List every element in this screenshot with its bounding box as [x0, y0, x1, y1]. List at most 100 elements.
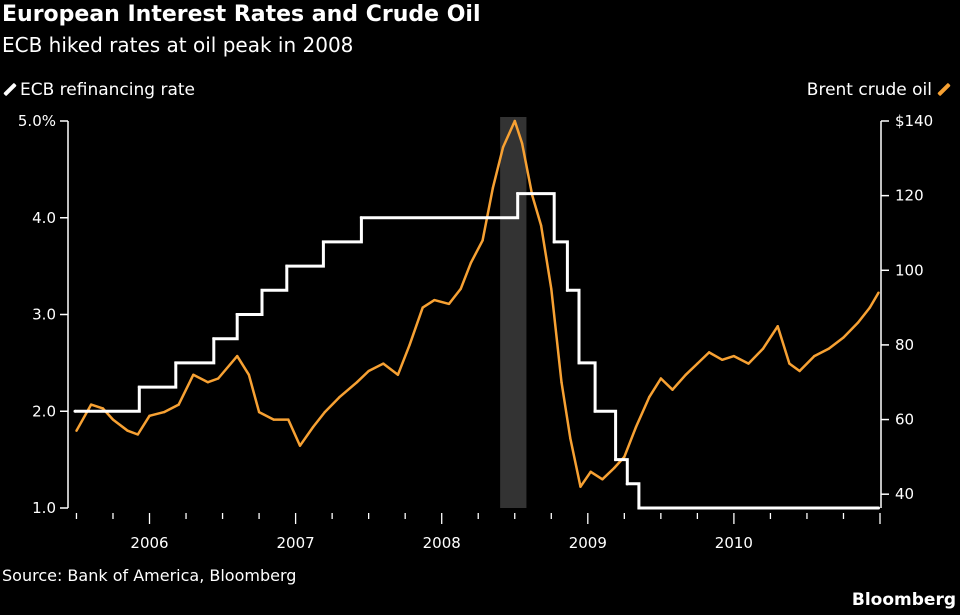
ecb-data-point — [260, 288, 264, 292]
brent-data-point — [671, 388, 674, 391]
brent-data-point — [501, 145, 505, 149]
right-axis-tick-label: $140 — [895, 112, 933, 130]
brent-data-point — [684, 373, 687, 376]
x-axis-tick-label: 2008 — [423, 534, 461, 552]
right-axis-tick-label: 120 — [895, 187, 924, 205]
brent-data-point — [601, 478, 604, 481]
brent-data-point — [788, 362, 791, 365]
brent-data-point — [382, 362, 385, 365]
brent-data-point — [272, 418, 275, 421]
brent-data-point — [433, 298, 436, 302]
brent-data-point — [216, 377, 220, 380]
brent-data-point — [367, 369, 370, 373]
brent-data-point — [298, 444, 302, 447]
brent-data-point — [623, 455, 626, 459]
left-axis-tick-label: 2.0 — [32, 402, 56, 420]
brent-data-point — [206, 381, 210, 384]
ecb-data-point — [137, 385, 141, 389]
brent-data-point — [776, 325, 779, 328]
brent-data-point — [323, 410, 327, 414]
ecb-rate-step-line — [75, 192, 879, 510]
ecb-data-point — [877, 506, 881, 510]
brent-data-point — [192, 373, 195, 376]
chart-title: European Interest Rates and Crude Oil — [2, 2, 481, 27]
ecb-data-point — [285, 264, 289, 268]
brent-data-point — [396, 373, 400, 376]
brent-data-point — [868, 306, 871, 309]
brent-data-point — [707, 351, 711, 354]
brent-data-point — [447, 302, 451, 306]
brent-data-point — [469, 261, 473, 265]
brent-data-point — [247, 373, 251, 376]
x-axis-tick-label: 2006 — [130, 534, 168, 552]
ecb-data-point — [637, 506, 641, 510]
ecb-data-point — [321, 240, 325, 244]
left-axis-tick-label: 4.0 — [32, 209, 56, 227]
brent-data-point — [877, 291, 880, 294]
ecb-data-point — [235, 313, 239, 316]
brent-data-point — [421, 306, 424, 309]
brent-data-point — [647, 395, 651, 399]
brent-data-point — [696, 362, 699, 365]
legend-label-brent: Brent crude oil — [806, 80, 932, 100]
brent-data-point — [634, 425, 638, 429]
ecb-data-point — [593, 409, 597, 413]
brent-data-point — [481, 239, 484, 242]
ecb-data-point — [614, 458, 618, 462]
brent-data-point — [579, 485, 582, 488]
ecb-data-point — [552, 240, 556, 244]
brent-data-point — [311, 425, 315, 429]
brent-data-point — [520, 142, 524, 145]
x-axis-tick-label: 2009 — [569, 534, 607, 552]
right-axis-tick-label: 60 — [895, 411, 914, 429]
brent-data-point — [408, 343, 411, 347]
right-axis-tick-label: 80 — [895, 336, 914, 354]
brent-data-point — [491, 186, 495, 190]
brand-logo: Bloomberg — [851, 590, 956, 610]
brent-data-point — [539, 224, 543, 227]
brent-data-point — [136, 433, 140, 436]
ecb-data-point — [565, 288, 569, 292]
ecb-data-point — [212, 337, 216, 341]
brent-data-point — [513, 119, 516, 123]
brent-data-point — [162, 410, 166, 414]
source-note: Source: Bank of America, Bloomberg — [2, 566, 297, 585]
ecb-data-point — [73, 409, 77, 413]
brent-data-point — [732, 354, 736, 358]
brent-data-point — [659, 377, 663, 380]
brent-data-point — [798, 369, 801, 373]
brent-data-point — [111, 418, 115, 421]
brent-data-point — [338, 395, 341, 399]
brent-data-point — [550, 287, 553, 291]
brent-data-point — [148, 414, 151, 418]
left-axis-tick-label: 1.0 — [32, 499, 56, 517]
brent-data-point — [569, 437, 572, 440]
brent-crude-line — [75, 119, 880, 488]
brent-data-point — [75, 429, 78, 432]
brent-data-point — [747, 362, 750, 365]
legend-brent: Brent crude oil — [806, 80, 951, 100]
ecb-data-point — [577, 361, 581, 365]
shaded-region — [500, 117, 527, 508]
brent-data-point — [761, 347, 765, 350]
brent-data-point — [235, 354, 239, 358]
brent-data-point — [101, 407, 104, 410]
right-axis-tick-label: 100 — [895, 261, 924, 279]
brent-data-point — [355, 381, 359, 384]
brent-data-point — [856, 321, 860, 324]
brent-data-point — [89, 403, 93, 406]
legend-ecb: ECB refinancing rate — [2, 80, 195, 100]
brent-data-point — [177, 403, 180, 406]
ecb-data-point — [359, 216, 363, 220]
brent-data-point — [560, 381, 563, 384]
brent-data-point — [459, 287, 462, 291]
brent-data-point — [257, 410, 261, 414]
x-axis-tick-label: 2010 — [715, 534, 753, 552]
brent-data-point — [287, 418, 290, 421]
x-axis-tick-label: 2007 — [277, 534, 315, 552]
chart-subtitle: ECB hiked rates at oil peak in 2008 — [2, 33, 354, 57]
ecb-data-point — [516, 192, 520, 196]
brent-data-point — [612, 466, 616, 470]
right-axis-tick-label: 40 — [895, 485, 914, 503]
